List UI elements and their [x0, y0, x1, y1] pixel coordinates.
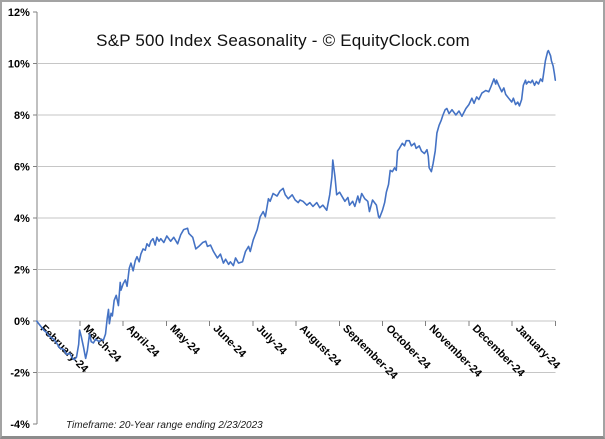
y-axis-tick-label: 12%: [8, 7, 30, 19]
x-axis-month-label: March-24: [81, 323, 123, 365]
y-axis-tick-label: 4%: [14, 213, 30, 225]
chart-title: S&P 500 Index Seasonality - © EquityCloc…: [96, 31, 470, 50]
x-axis-month-label: April-24: [124, 323, 161, 360]
y-axis-tick-label: 2%: [14, 265, 30, 277]
y-axis-tick-label: 10%: [8, 58, 30, 70]
x-axis-month-label: June-24: [210, 323, 248, 361]
y-axis-tick-label: -4%: [10, 419, 30, 431]
y-axis-tick-label: 6%: [14, 161, 30, 173]
y-axis-tick-label: 0%: [14, 316, 30, 328]
timeframe-footnote: Timeframe: 20-Year range ending 2/23/202…: [66, 420, 263, 431]
y-axis-tick-label: 8%: [14, 110, 30, 122]
y-axis-tick-label: -2%: [10, 368, 30, 380]
seasonality-line: [35, 49, 557, 361]
x-axis-month-label: May-24: [167, 323, 202, 358]
x-axis-month-label: August-24: [297, 323, 343, 369]
x-axis-month-label: July-24: [254, 323, 289, 358]
